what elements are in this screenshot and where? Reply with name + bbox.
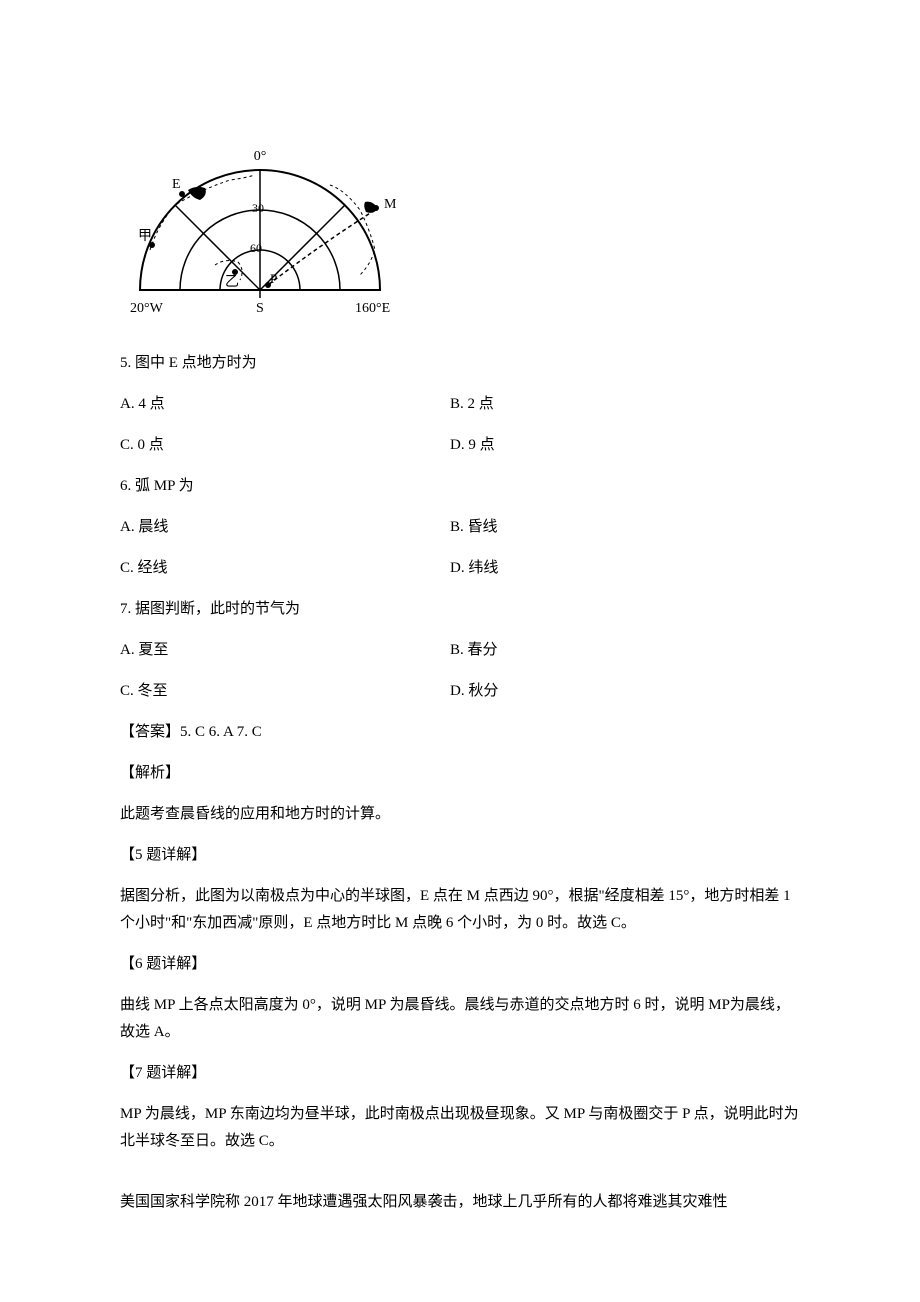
label-lat30: 30 <box>252 201 264 215</box>
answers-text: 5. C 6. A 7. C <box>180 724 262 740</box>
q6-option-b: B. 昏线 <box>450 514 800 541</box>
q7-option-d: D. 秋分 <box>450 678 800 705</box>
q5-detail-text: 据图分析，此图为以南极点为中心的半球图，E 点在 M 点西边 90°，根据"经度… <box>120 883 800 937</box>
label-lat60: 60 <box>250 241 262 255</box>
footer-passage: 美国国家科学院称 2017 年地球遭遇强太阳风暴袭击，地球上几乎所有的人都将难逃… <box>120 1189 800 1216</box>
q5-option-d: D. 9 点 <box>450 432 800 459</box>
q7-detail-label: 【7 题详解】 <box>120 1060 800 1087</box>
q6-detail-text: 曲线 MP 上各点太阳高度为 0°，说明 MP 为晨昏线。晨线与赤道的交点地方时… <box>120 992 800 1046</box>
label-x-right: 160°E <box>355 301 390 316</box>
label-yi: 乙 <box>225 274 239 290</box>
label-x-left: 20°W <box>130 301 164 316</box>
q5-option-a: A. 4 点 <box>120 391 450 418</box>
q7-detail-text: MP 为晨线，MP 东南边均为昼半球，此时南极点出现极昼现象。又 MP 与南极圈… <box>120 1101 800 1155</box>
hemisphere-diagram: 0° E M 甲 乙 P S 30 60 20°W 160°E <box>120 130 800 330</box>
answers-label: 【答案】 <box>120 724 180 740</box>
explanation-header: 【解析】 <box>120 760 800 787</box>
q5-detail-label: 【5 题详解】 <box>120 842 800 869</box>
q6-option-c: C. 经线 <box>120 555 450 582</box>
q5-option-b: B. 2 点 <box>450 391 800 418</box>
label-zero: 0° <box>254 149 267 164</box>
explanation-intro: 此题考查晨昏线的应用和地方时的计算。 <box>120 801 800 828</box>
q6-prompt: 6. 弧 MP 为 <box>120 473 800 500</box>
label-M: M <box>384 197 397 212</box>
q6-detail-label: 【6 题详解】 <box>120 951 800 978</box>
q6-option-a: A. 晨线 <box>120 514 450 541</box>
q6-option-d: D. 纬线 <box>450 555 800 582</box>
label-jia: 甲 <box>138 229 152 244</box>
q7-prompt: 7. 据图判断，此时的节气为 <box>120 596 800 623</box>
q5-prompt: 5. 图中 E 点地方时为 <box>120 350 800 377</box>
q5-option-c: C. 0 点 <box>120 432 450 459</box>
q7-option-a: A. 夏至 <box>120 637 450 664</box>
answers-line: 【答案】5. C 6. A 7. C <box>120 719 800 746</box>
label-S: S <box>256 301 264 316</box>
q7-option-c: C. 冬至 <box>120 678 450 705</box>
label-P: P <box>270 271 277 286</box>
label-E: E <box>172 177 181 192</box>
q7-option-b: B. 春分 <box>450 637 800 664</box>
